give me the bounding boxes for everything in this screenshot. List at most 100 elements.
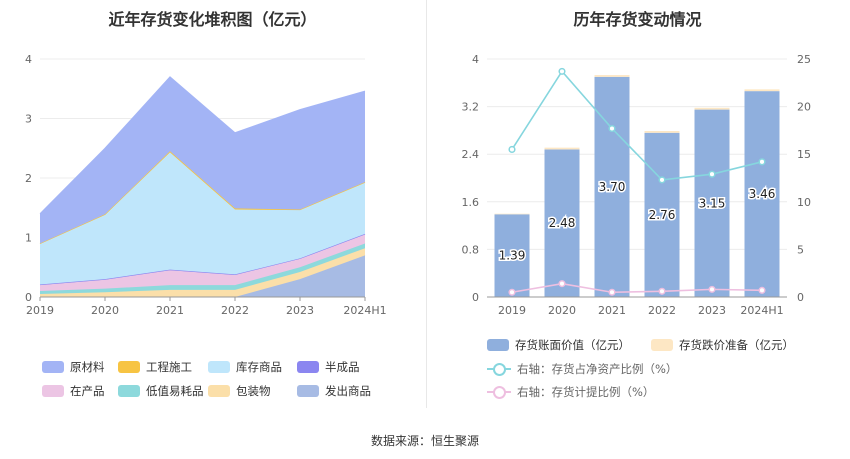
legend-item[interactable]: 库存商品: [208, 359, 282, 375]
line-point: [658, 287, 666, 295]
legend-item[interactable]: 原材料: [42, 359, 105, 375]
bar-value-label: 3.46: [749, 187, 776, 201]
bar-book-value: [594, 76, 630, 297]
legend-item[interactable]: 工程施工: [118, 359, 192, 375]
legend-label: 工程施工: [146, 360, 192, 374]
area-edge-原材料: [39, 76, 366, 215]
x-tick-label: 2023: [286, 304, 314, 317]
line-point: [558, 67, 566, 75]
legend-item[interactable]: 存货跌价准备（亿元）: [651, 337, 794, 353]
legend-swatch: [487, 339, 509, 351]
y2-tick-label: 15: [797, 148, 811, 161]
y-tick-label: 0: [472, 291, 479, 304]
bar-book-value: [744, 91, 780, 297]
line-point: [608, 288, 616, 296]
left-chart-title: 近年存货变化堆积图（亿元）: [108, 10, 317, 29]
legend-label: 发出商品: [325, 384, 371, 398]
y-tick-label: 4: [25, 53, 32, 66]
stacked-area-chart: 0 1 2 3 4 2019 2020 2021 2022 2023 2024H1: [25, 53, 387, 317]
y2-tick-label: 25: [797, 53, 811, 66]
bar-value-label: 3.70: [599, 180, 626, 194]
line-point: [558, 280, 566, 288]
line-net-asset-ratio: [511, 70, 763, 181]
legend-item[interactable]: 在产品: [42, 383, 105, 399]
legend-swatch: [208, 385, 230, 397]
area-库存商品: [40, 152, 365, 285]
bar-book-value: [494, 214, 530, 297]
legend-item[interactable]: 存货账面价值（亿元）: [487, 337, 630, 353]
y-tick-label: 0: [25, 291, 32, 304]
legend-label: 半成品: [325, 360, 360, 374]
legend-swatch: [42, 385, 64, 397]
line-point: [658, 176, 666, 184]
area-在产品: [40, 234, 365, 292]
legend-label: 包装物: [236, 384, 271, 398]
bar-value-label: 2.48: [549, 216, 576, 230]
legend-swatch: [487, 386, 511, 399]
x-tick-label: 2024H1: [343, 304, 386, 317]
bar-impairment-reserve: [644, 130, 680, 133]
legend-swatch: [297, 385, 319, 397]
legend-swatch: [487, 363, 511, 376]
area-发出商品: [40, 255, 365, 297]
x-tick-label: 2020: [548, 304, 576, 317]
y-tick-label: 2: [25, 172, 32, 185]
legend-item[interactable]: 右轴：存货计提比例（%）: [487, 384, 654, 400]
legend-label: 在产品: [70, 384, 105, 398]
x-tick-label: 2021: [156, 304, 184, 317]
legend-label: 右轴：存货计提比例（%）: [517, 385, 655, 399]
bar-line-chart: 0 0.8 1.6 2.4 3.2 4 0 5 10 15 20 25 2019 2020 2021 2022…: [462, 53, 812, 317]
legend-label: 右轴：存货占净资产比例（%）: [517, 362, 678, 376]
line-point: [508, 288, 516, 296]
line-point: [758, 158, 766, 166]
legend-item[interactable]: 半成品: [297, 359, 360, 375]
bar-book-value: [694, 109, 730, 297]
legend-swatch: [651, 339, 673, 351]
legend-swatch: [297, 361, 319, 373]
x-tick-label: 2022: [648, 304, 676, 317]
x-tick-label: 2024H1: [740, 304, 783, 317]
y-tick-label: 3.2: [462, 101, 480, 114]
bar-impairment-reserve: [544, 147, 580, 150]
line-provision-ratio: [511, 282, 763, 294]
x-tick-label: 2020: [91, 304, 119, 317]
area-包装物: [40, 248, 365, 297]
x-tick-label: 2021: [598, 304, 626, 317]
legend-label: 库存商品: [236, 360, 282, 374]
bar-book-value: [544, 149, 580, 297]
y-tick-label: 1.6: [462, 196, 480, 209]
line-point: [508, 145, 516, 153]
y-tick-label: 3: [25, 113, 32, 126]
y2-tick-label: 5: [797, 243, 804, 256]
legend-label: 原材料: [70, 360, 105, 374]
right-chart-title: 历年存货变动情况: [573, 10, 702, 29]
legend-swatch: [208, 361, 230, 373]
bar-impairment-reserve: [694, 107, 730, 110]
area-低值易耗品: [40, 243, 365, 295]
y-tick-label: 0.8: [462, 243, 480, 256]
legend-label: 低值易耗品: [146, 384, 204, 398]
legend-item[interactable]: 右轴：存货占净资产比例（%）: [487, 361, 677, 377]
line-point: [608, 124, 616, 133]
legend-label: 存货账面价值（亿元）: [515, 338, 630, 352]
y-tick-label: 4: [472, 53, 479, 66]
legend-item[interactable]: 发出商品: [297, 383, 371, 399]
y-tick-label: 1: [25, 232, 32, 245]
legend-item[interactable]: 低值易耗品: [118, 383, 204, 399]
bar-value-label: 2.76: [649, 208, 676, 222]
y-tick-label: 2.4: [462, 148, 480, 161]
x-tick-label: 2019: [498, 304, 526, 317]
x-tick-label: 2019: [26, 304, 54, 317]
bar-impairment-reserve: [494, 213, 530, 215]
x-tick-label: 2022: [221, 304, 249, 317]
line-point: [758, 286, 766, 294]
legend-label: 存货跌价准备（亿元）: [679, 338, 794, 352]
y2-tick-label: 0: [797, 291, 804, 304]
area-原材料: [40, 76, 365, 244]
bar-book-value: [644, 132, 680, 297]
bar-impairment-reserve: [594, 75, 630, 77]
y2-tick-label: 10: [797, 196, 811, 209]
legend-item[interactable]: 包装物: [208, 383, 271, 399]
y2-tick-label: 20: [797, 101, 811, 114]
line-point: [708, 170, 716, 178]
